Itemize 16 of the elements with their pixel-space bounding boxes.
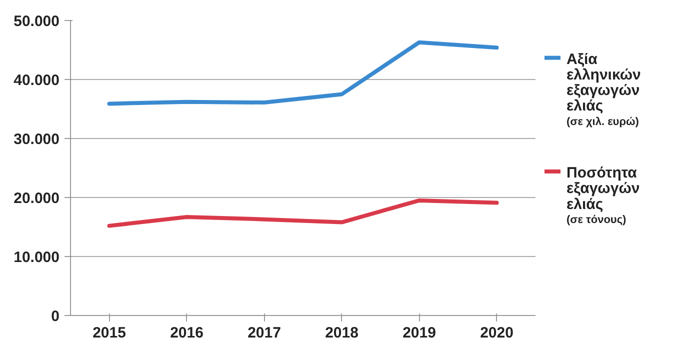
legend-label: Ποσότητα εξαγωγών ελιάς (σε τόνους) [566,164,640,226]
line-series [107,198,499,228]
y-tick-label: 20.000 [14,190,60,207]
y-tick-label: 10.000 [14,249,60,266]
x-tick-label: 2019 [402,324,436,342]
legend-label: Αξία ελληνικών εξαγωγών ελιάς (σε χιλ. ευρώ) [566,50,641,128]
y-tick-label: 50.000 [14,13,60,30]
x-tick-label: 2017 [248,324,281,342]
x-tick-label: 2015 [92,324,126,342]
y-tick-label: 30.000 [14,131,60,148]
x-tick-label: 2016 [170,324,204,342]
y-tick-label: 0 [51,308,60,325]
line-series [107,40,499,106]
x-tick-label: 2018 [325,324,358,342]
y-tick-label: 40.000 [14,72,60,89]
x-tick-label: 2020 [480,324,514,342]
